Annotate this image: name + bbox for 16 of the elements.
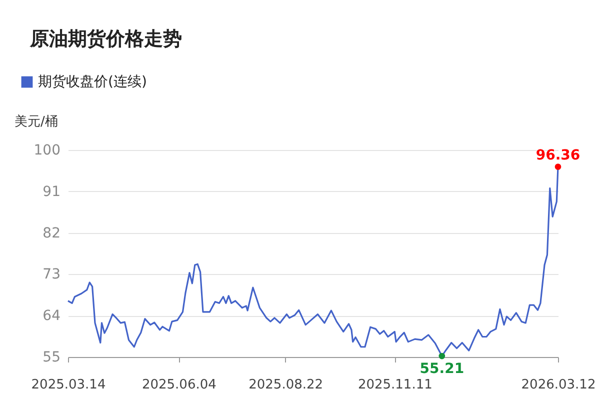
y-tick-label: 82 bbox=[42, 225, 60, 242]
x-tick-label: 2025.11.11 bbox=[358, 378, 432, 392]
y-tick-label: 55 bbox=[42, 350, 60, 366]
x-tick-label: 2025.08.22 bbox=[248, 378, 324, 392]
annotation: 96.36 bbox=[536, 148, 580, 164]
legend-label: 期货收盘价(连续) bbox=[38, 74, 147, 90]
y-tick-label: 73 bbox=[42, 266, 60, 283]
y-axis-title: 美元/桶 bbox=[14, 114, 58, 130]
y-tick-label: 100 bbox=[34, 142, 60, 158]
x-tick-label: 2025.06.04 bbox=[142, 378, 216, 392]
x-tick-label: 2026.03.12 bbox=[521, 378, 596, 392]
y-tick-label: 91 bbox=[42, 184, 60, 200]
chart-title: 原油期货价格走势 bbox=[30, 27, 182, 52]
x-tick-label: 2025.03.14 bbox=[31, 378, 106, 392]
annotation: 55.21 bbox=[420, 361, 464, 378]
y-tick-label: 64 bbox=[42, 308, 61, 324]
